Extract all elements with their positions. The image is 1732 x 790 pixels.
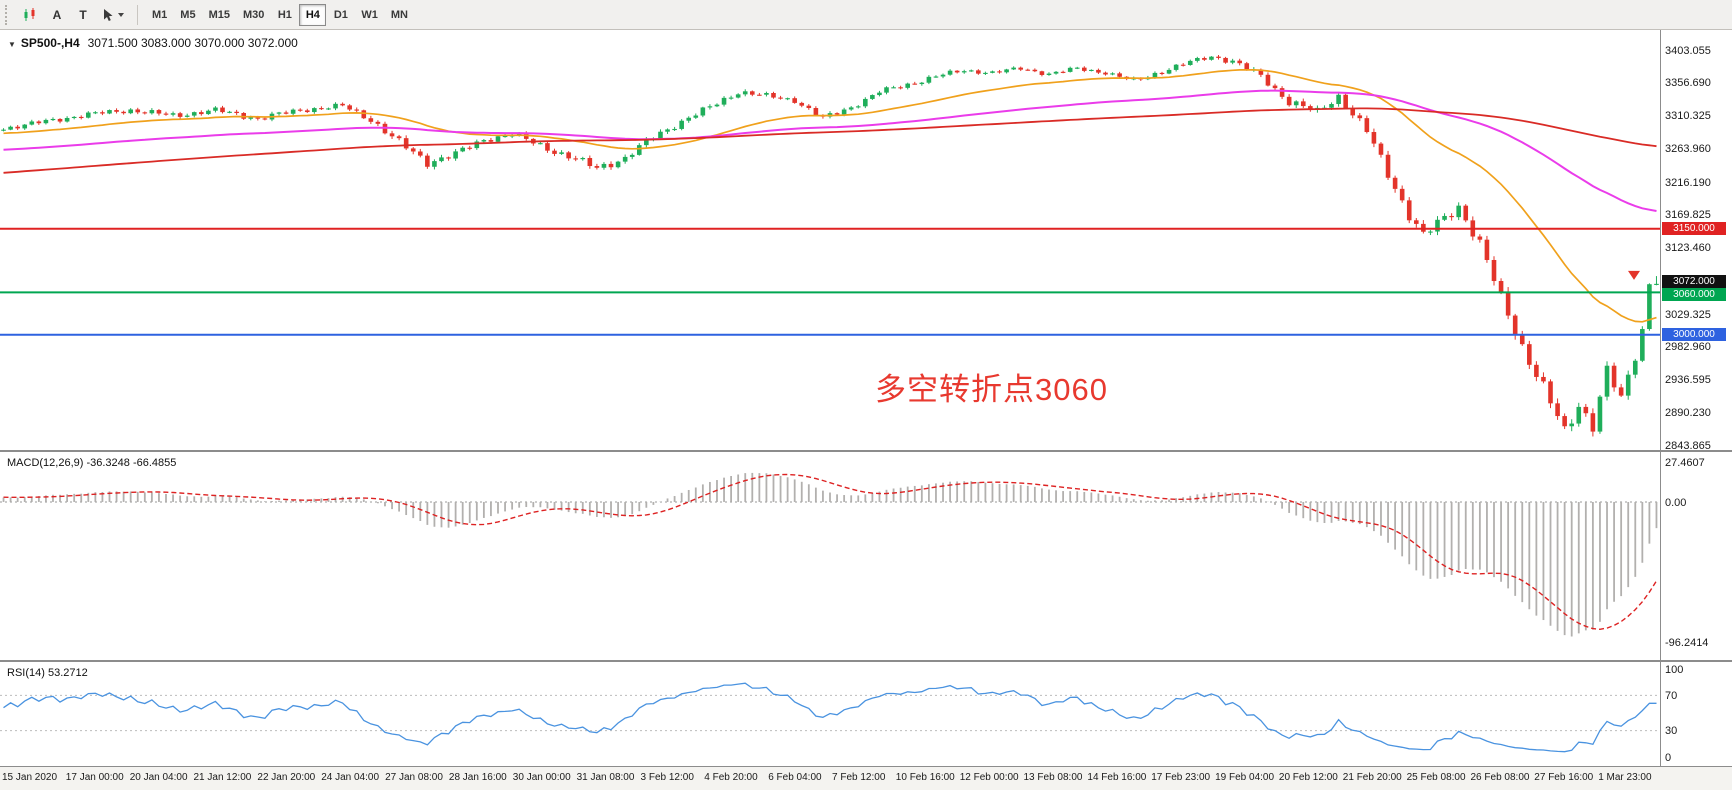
timeframe-mn-button[interactable]: MN [385,4,414,26]
price-axis-border [1660,30,1661,790]
time-axis-label: 1 Mar 23:00 [1598,772,1652,783]
time-axis[interactable]: 15 Jan 2020 17 Jan 00:00 20 Jan 04:00 21 Ja… [0,766,1732,790]
time-axis-label: 27 Feb 16:00 [1534,772,1594,783]
time-axis-label: 30 Jan 00:00 [512,772,571,783]
axis-tick-label: 2936.595 [1665,374,1711,386]
time-axis-label: 25 Feb 08:00 [1406,772,1466,783]
time-axis-label: 31 Jan 08:00 [576,772,635,783]
timeframe-h1-button[interactable]: H1 [271,4,298,26]
price-axis[interactable]: 3403.055 3356.690 3310.325 3263.960 3216.190… [1660,0,1732,790]
timeframe-toolbar: M1 M5 M15 M30 H1 H4 D1 W1 MN [146,3,414,26]
time-axis-label: 13 Feb 08:00 [1023,772,1083,783]
time-axis-label: 6 Feb 04:00 [768,772,822,783]
time-axis-label: 24 Jan 04:00 [321,772,380,783]
axis-tick-label: 3123.460 [1665,242,1711,254]
time-axis-label: 4 Feb 20:00 [704,772,758,783]
time-axis-label: 15 Jan 2020 [2,772,58,783]
timeframe-h4-button[interactable]: H4 [299,3,327,26]
axis-tick-label: 3310.325 [1665,110,1711,122]
symbol-timeframe-label: SP500-,H4 [20,36,80,50]
text-label-tool-button[interactable]: T [71,4,95,26]
toolbar-grip[interactable] [5,4,11,25]
timeframe-w1-button[interactable]: W1 [355,4,384,26]
price-badge-3000.000: 3000.000 [1662,328,1726,342]
axis-tick-label: 3029.325 [1665,308,1711,321]
time-axis-label: 20 Feb 12:00 [1278,772,1338,783]
macd-indicator-plot[interactable] [0,452,1660,660]
symbol-dropdown-icon[interactable]: ▼ [8,40,16,49]
axis-tick-label: 2982.960 [1665,341,1711,354]
axis-tick-label: 2843.865 [1665,439,1711,452]
panel-divider[interactable] [0,450,1732,452]
toolbar: A T M1 M5 M15 M30 H1 H4 D1 W1 MN [0,0,1732,30]
axis-tick-label: 70 [1665,689,1678,702]
time-axis-label: 21 Feb 20:00 [1342,772,1402,783]
candlestick-chart-icon [24,7,35,21]
time-axis-label: 22 Jan 20:00 [257,772,316,783]
time-axis-label: 17 Feb 23:00 [1151,772,1211,783]
timeframe-m30-button[interactable]: M30 [237,4,270,26]
timeframe-d1-button[interactable]: D1 [327,4,354,26]
time-axis-label: 28 Jan 16:00 [448,772,507,783]
time-axis-label: 21 Jan 12:00 [193,772,252,783]
time-axis-label: 12 Feb 00:00 [959,772,1019,783]
price-badge-3072.000: 3072.000 [1662,275,1726,289]
candlestick-chart-icon-button[interactable] [17,4,43,26]
time-axis-label: 27 Jan 08:00 [385,772,443,783]
axis-tick-label: 3356.690 [1665,77,1711,90]
rsi-indicator-plot[interactable] [0,662,1660,766]
timeframe-m1-button[interactable]: M1 [146,4,173,26]
cursor-icon [104,8,113,21]
time-axis-label: 10 Feb 16:00 [895,772,955,783]
price-badge-3150.000: 3150.000 [1662,222,1726,236]
time-axis-label: 17 Jan 00:00 [65,772,124,783]
axis-tick-label: 3216.190 [1665,176,1711,189]
axis-tick-label: 30 [1665,725,1678,738]
price-chart-plot[interactable] [0,30,1660,450]
time-axis-label: 26 Feb 08:00 [1470,772,1530,783]
price-arrow-icon [1628,270,1640,280]
time-axis-label: 20 Jan 04:00 [129,772,188,783]
text-tool-button[interactable]: A [45,4,69,26]
macd-label: MACD(12,26,9) -36.3248 -66.4855 [7,457,177,469]
price-badge-3060.000: 3060.000 [1662,288,1726,302]
time-axis-label: 3 Feb 12:00 [640,772,694,783]
time-axis-label: 19 Feb 04:00 [1215,772,1275,783]
axis-tick-label: -96.2414 [1665,636,1709,649]
timeframe-m15-button[interactable]: M15 [203,4,236,26]
time-axis-label: 7 Feb 12:00 [832,772,886,783]
axis-tick-label: 0 [1665,751,1672,764]
axis-tick-label: 0.00 [1665,496,1687,509]
axis-tick-label: 2890.230 [1665,406,1711,419]
timeframe-m5-button[interactable]: M5 [174,4,201,26]
axis-tick-label: 100 [1665,663,1684,676]
rsi-label: RSI(14) 53.2712 [7,667,88,679]
axis-tick-label: 3169.825 [1665,209,1711,222]
axis-tick-label: 27.4607 [1665,456,1705,469]
axis-tick-label: 3403.055 [1665,44,1711,57]
panel-divider[interactable] [0,660,1732,662]
annotation-text: 多空转折点3060 [875,372,1108,407]
ohlc-readout: 3071.500 3083.000 3070.000 3072.000 [87,36,298,50]
chart-title: ▼ SP500-,H4 3071.500 3083.000 3070.000 307… [8,36,298,50]
toolbar-separator [137,4,138,25]
time-axis-label: 14 Feb 16:00 [1087,772,1147,783]
axis-tick-label: 3263.960 [1665,142,1711,155]
cursor-tool-button[interactable] [97,4,129,26]
dropdown-caret-icon [118,12,124,17]
